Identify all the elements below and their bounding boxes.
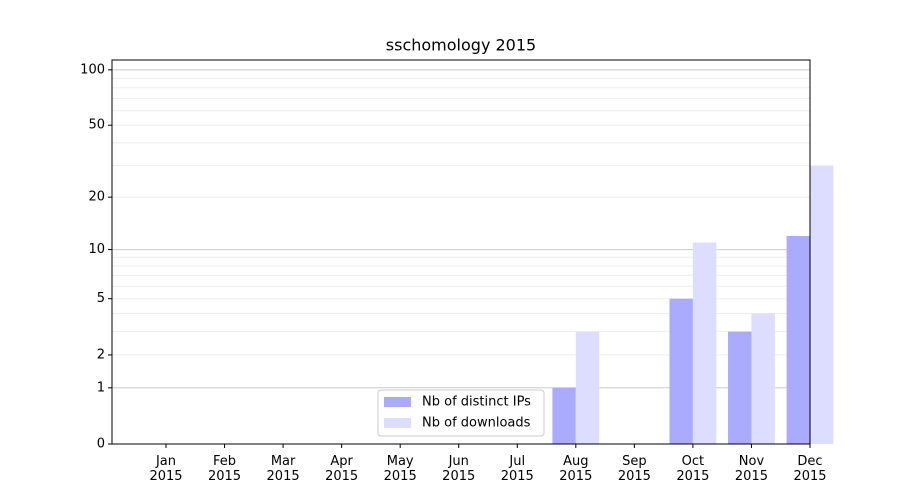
y-tick-label: 50 (88, 118, 105, 133)
x-tick-label: Apr 2015 (325, 454, 358, 484)
legend: Nb of distinct IPs Nb of downloads (377, 389, 545, 437)
bar (669, 298, 693, 444)
y-tick-label: 5 (97, 291, 105, 306)
y-tick-label: 2 (97, 347, 105, 362)
bar (575, 331, 600, 444)
bar (728, 331, 752, 444)
y-tick-label: 1 (97, 380, 105, 395)
plot-frame (111, 59, 811, 445)
legend-swatch (384, 418, 411, 428)
x-tick-label: Feb 2015 (208, 454, 241, 484)
legend-label: Nb of downloads (422, 416, 531, 431)
x-tick-label: Mar 2015 (267, 454, 300, 484)
x-tick-label: Jul 2015 (501, 454, 534, 484)
chart-title: sschomology 2015 (386, 36, 536, 55)
y-tick-label: 0 (97, 437, 105, 452)
x-tick-label: Aug 2015 (559, 454, 592, 484)
legend-box (377, 389, 545, 437)
y-tick-label: 20 (88, 190, 105, 205)
bar (751, 313, 775, 444)
x-tick-label: May 2015 (384, 454, 417, 484)
x-tick-label: Sep 2015 (618, 454, 651, 484)
legend-label: Nb of distinct IPs (422, 395, 531, 410)
bar (552, 387, 576, 444)
y-tick-label: 10 (88, 242, 105, 257)
bar (810, 165, 834, 445)
x-tick-label: Oct 2015 (676, 454, 709, 484)
x-tick-label: Dec 2015 (793, 454, 826, 484)
x-tick-label: Jan 2015 (149, 454, 182, 484)
x-tick-label: Jun 2015 (442, 454, 475, 484)
y-tick-label: 100 (80, 62, 105, 77)
x-tick-label: Nov 2015 (735, 454, 768, 484)
legend-swatch (384, 397, 411, 407)
bar (786, 236, 810, 444)
bar (692, 242, 717, 444)
